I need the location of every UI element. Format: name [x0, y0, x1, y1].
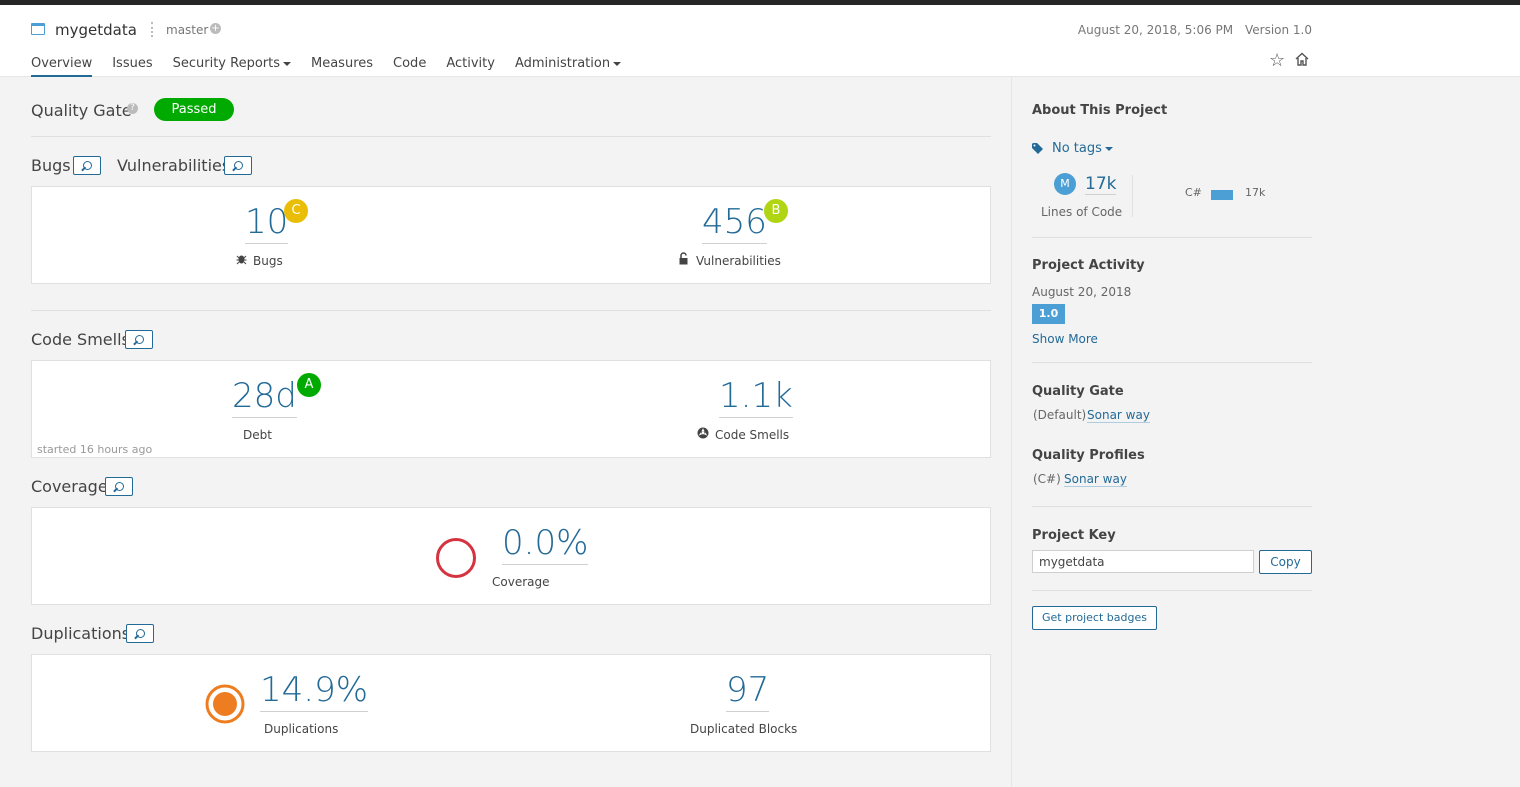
lines-of-code-label: Lines of Code [1041, 205, 1123, 219]
home-icon[interactable] [1294, 51, 1310, 67]
divider [1032, 506, 1312, 507]
bugs-section-title: Bugs [31, 156, 71, 175]
lines-of-code-value[interactable]: 17k [1085, 174, 1117, 195]
branch-plus-icon[interactable]: + [210, 23, 221, 34]
duplicated-blocks-value[interactable]: 97 [726, 670, 770, 712]
top-bar [0, 0, 1520, 5]
get-project-badges-button[interactable]: Get project badges [1032, 606, 1157, 630]
analysis-meta: August 20, 2018, 5:06 PM Version 1.0 [1078, 23, 1312, 37]
duplications-value[interactable]: 14.9% [260, 670, 369, 712]
project-activity-title: Project Activity [1032, 258, 1145, 273]
analysis-date: August 20, 2018, 5:06 PM [1077, 23, 1234, 37]
tab-overview[interactable]: Overview [31, 56, 93, 77]
bugs-vulnerabilities-card: 10 C Bugs 456 B Vulnerabilities [31, 186, 991, 284]
quality-profile-link[interactable]: Sonar way [1064, 472, 1127, 487]
code-smells-history-link-button[interactable] [125, 330, 153, 349]
bugs-rating-badge[interactable]: C [284, 199, 308, 223]
tab-security-reports[interactable]: Security Reports [173, 56, 291, 77]
lock-icon [679, 252, 688, 265]
duplications-label: Duplications [264, 722, 339, 736]
tab-activity[interactable]: Activity [446, 56, 495, 71]
duplications-card: 14.9% Duplications 97 Duplicated Blocks [31, 654, 991, 752]
code-smells-card: 28d A Debt started 16 hours ago 1.1k Cod… [31, 360, 991, 458]
tab-administration[interactable]: Administration [514, 56, 622, 77]
tag-icon [1032, 143, 1043, 154]
quality-profiles-title: Quality Profiles [1032, 448, 1145, 463]
star-icon[interactable]: ☆ [1269, 50, 1286, 71]
project-nav: Overview Issues Security Reports Measure… [31, 56, 641, 77]
divider [31, 136, 991, 137]
quality-gate-title: Quality Gate [1032, 384, 1124, 399]
project-header: mygetdata master + August 20, 2018, 5:06… [0, 5, 1520, 77]
project-key-field[interactable] [1032, 550, 1254, 573]
quality-gate-link[interactable]: Sonar way [1087, 408, 1150, 423]
divider [31, 310, 991, 311]
project-icon [31, 23, 45, 35]
help-icon[interactable]: ? [127, 103, 138, 114]
coverage-card: 0.0% Coverage [31, 507, 991, 605]
project-sidebar: About This Project No tags M 17k Lines o… [1011, 77, 1520, 787]
code-smells-label: Code Smells [715, 428, 790, 442]
copy-key-button[interactable]: Copy [1259, 550, 1312, 574]
tab-security-reports-label: Security Reports [172, 56, 280, 71]
divider [1032, 237, 1312, 238]
duplications-indicator[interactable] [204, 683, 246, 725]
duplications-history-link-button[interactable] [126, 624, 154, 643]
quality-gate-status-badge: Passed [154, 98, 234, 121]
tab-measures[interactable]: Measures [311, 56, 374, 71]
tab-administration-label: Administration [514, 56, 611, 71]
vulnerabilities-section-title: Vulnerabilities [117, 156, 231, 175]
divider [1032, 590, 1312, 591]
bugs-label: Bugs [253, 254, 283, 268]
about-project-title: About This Project [1032, 103, 1168, 118]
tags-dropdown[interactable]: No tags [1052, 141, 1113, 156]
duplicated-blocks-label: Duplicated Blocks [690, 722, 798, 736]
debt-value[interactable]: 28d [232, 376, 297, 418]
quality-profile-language: (C#) [1033, 472, 1061, 486]
code-smells-value[interactable]: 1.1k [719, 376, 793, 418]
divider [1032, 362, 1312, 363]
debt-rating-badge[interactable]: A [297, 373, 321, 397]
tab-issues[interactable]: Issues [112, 56, 153, 71]
quality-gate-default-label: (Default) [1033, 408, 1087, 422]
language-bar [1211, 190, 1233, 200]
debt-label: Debt [243, 428, 272, 442]
chevron-down-icon [613, 61, 622, 66]
activity-date: August 20, 2018 [1032, 285, 1132, 299]
vulnerabilities-rating-badge[interactable]: B [764, 199, 788, 223]
show-more-link[interactable]: Show More [1032, 332, 1098, 346]
coverage-section-title: Coverage [31, 477, 108, 496]
branch-name[interactable]: master [166, 23, 209, 37]
chevron-down-icon [283, 61, 291, 66]
vulnerabilities-history-link-button[interactable] [224, 156, 252, 175]
overview-main: Quality Gate ? Passed Bugs Vulnerabiliti… [0, 77, 1011, 787]
new-code-period-note: started 16 hours ago [37, 443, 153, 456]
quality-gate-label: Quality Gate [31, 101, 132, 120]
vulnerabilities-label: Vulnerabilities [696, 254, 781, 268]
coverage-value[interactable]: 0.0% [502, 523, 589, 565]
version-badge: 1.0 [1032, 304, 1065, 324]
tags-label: No tags [1052, 141, 1102, 156]
tab-code[interactable]: Code [393, 56, 427, 71]
code-smell-icon [697, 427, 709, 439]
coverage-history-link-button[interactable] [105, 477, 133, 496]
bugs-value[interactable]: 10 [245, 202, 289, 244]
project-key-title: Project Key [1032, 528, 1116, 543]
loc-avatar: M [1054, 173, 1076, 195]
chevron-down-icon [1104, 146, 1113, 151]
project-name[interactable]: mygetdata [55, 21, 137, 39]
code-smells-section-title: Code Smells [31, 330, 130, 349]
bugs-history-link-button[interactable] [73, 156, 101, 175]
divider [1132, 175, 1133, 217]
language-name: C# [1185, 186, 1202, 199]
coverage-donut[interactable] [434, 536, 478, 580]
project-version: Version 1.0 [1244, 23, 1312, 37]
vulnerabilities-value[interactable]: 456 [702, 202, 767, 244]
language-loc-value: 17k [1245, 186, 1266, 199]
duplications-section-title: Duplications [31, 624, 131, 643]
branch-icon [151, 22, 156, 37]
coverage-label: Coverage [492, 575, 550, 589]
bug-icon [236, 255, 247, 265]
